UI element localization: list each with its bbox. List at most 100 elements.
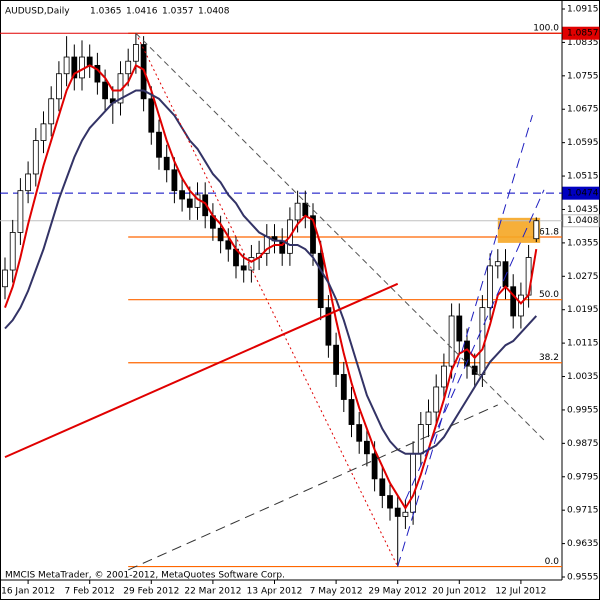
candle-body (510, 286, 517, 317)
candle-body (148, 98, 155, 133)
candle-body (456, 315, 463, 342)
y-tick-label: 1.0515 (567, 172, 599, 182)
price-tag-label: 1.0857 (567, 29, 599, 39)
y-tick-label: 1.0835 (567, 38, 599, 48)
candle-body (425, 411, 432, 425)
x-tick-label: 29 Feb 2012 (123, 587, 179, 597)
x-tick-label: 7 May 2012 (310, 587, 363, 597)
fibo-label: 50.0 (539, 290, 559, 300)
candle-body (317, 252, 324, 309)
trendline (404, 189, 545, 501)
trendline (397, 114, 533, 567)
y-tick-label: 1.0675 (567, 105, 599, 115)
y-tick-label: 1.0755 (567, 71, 599, 81)
candle-body (71, 56, 78, 79)
candle-body (325, 307, 332, 346)
candle-body (363, 440, 370, 455)
candle-body (179, 190, 186, 200)
candle-body (448, 315, 455, 367)
candle-body (494, 261, 501, 267)
y-tick-label: 1.0595 (567, 138, 599, 148)
x-tick-label: 7 Feb 2012 (65, 587, 115, 597)
candle-body (56, 73, 62, 100)
candle-body (171, 169, 178, 192)
y-tick-label: 1.0035 (567, 372, 599, 382)
x-tick-label: 16 Jan 2012 (1, 587, 55, 597)
candle-body (433, 386, 440, 413)
header-close: 1.0408 (198, 7, 230, 17)
candle-body (32, 140, 39, 175)
candle-body (387, 495, 393, 509)
y-tick-label: 1.0195 (567, 305, 599, 315)
candle-body (63, 56, 70, 75)
candle-body (17, 190, 24, 233)
candle-body (132, 44, 139, 62)
candle-body (102, 81, 108, 100)
candle-body (371, 453, 378, 480)
candle-body (79, 56, 85, 79)
candle-body (125, 60, 132, 75)
y-tick-label: 0.9875 (567, 439, 599, 449)
candle-body (156, 131, 162, 158)
candle-body (48, 98, 55, 125)
price-tag-label: 1.0408 (567, 216, 599, 226)
price-tag (562, 214, 600, 228)
symbol-label: AUDUSD,Daily (5, 7, 70, 17)
y-tick-label: 1.0915 (567, 5, 599, 15)
candle-body (240, 265, 247, 271)
candle-body (225, 240, 232, 250)
candle-body (533, 220, 540, 240)
candle-body (2, 269, 8, 288)
price-tag (562, 26, 600, 40)
candle-body (356, 424, 363, 442)
x-tick-label: 13 Apr 2012 (247, 587, 303, 597)
candle-body (402, 511, 409, 517)
candle-body (394, 507, 401, 517)
price-zone (497, 217, 541, 243)
candle-body (25, 173, 32, 192)
y-tick-label: 0.9715 (567, 506, 599, 516)
candle-body (502, 261, 509, 288)
candle-body (440, 365, 447, 388)
x-tick-label: 12 Jul 2012 (495, 587, 546, 597)
price-tag (562, 186, 600, 200)
price-tag-label: 1.0474 (567, 189, 599, 199)
y-tick-label: 1.0355 (567, 238, 599, 248)
y-tick-label: 1.0115 (567, 339, 599, 349)
moving-average (4, 89, 538, 455)
y-tick-label: 0.9635 (567, 539, 599, 549)
fibo-label: 38.2 (539, 353, 559, 363)
axes: 1.0915 1.0835 1.0755 1.0675 1.0595 1.0515 1.04… (1, 5, 600, 597)
y-tick-label: 0.9795 (567, 472, 599, 482)
candle-body (86, 56, 93, 66)
header-high: 1.0416 (126, 7, 158, 17)
fibo-label: 100.0 (533, 24, 559, 34)
candle-body (487, 265, 494, 309)
x-tick-label: 20 Jun 2012 (432, 587, 486, 597)
plot-area: 100.0 61.8 50.0 38.2 0.0 (0, 24, 562, 571)
candle-body (310, 215, 316, 254)
y-tick-label: 0.9955 (567, 405, 599, 415)
trendline (4, 282, 399, 459)
y-tick-label: 1.0435 (567, 205, 599, 215)
candle-body (163, 156, 170, 171)
candle-body (333, 344, 340, 375)
candle-body (302, 202, 309, 217)
candle-body (217, 227, 224, 242)
y-tick-label: 0.9555 (567, 573, 599, 583)
trendline (135, 32, 545, 441)
moving-average (4, 63, 538, 510)
candle-body (348, 399, 355, 425)
candle-body (518, 294, 524, 317)
candle-body (294, 202, 301, 221)
candle-body (186, 198, 193, 208)
header-low: 1.0357 (162, 7, 194, 17)
candle-body (9, 232, 16, 271)
x-tick-label: 22 Mar 2012 (184, 587, 241, 597)
fibo-label: 0.0 (545, 557, 560, 567)
trendline (127, 404, 499, 571)
candle-body (471, 365, 478, 375)
candle-body (202, 194, 209, 217)
x-tick-label: 29 May 2012 (368, 587, 427, 597)
footer: MMCIS MetaTrader, © 2001-2012, MetaQuote… (5, 571, 285, 581)
